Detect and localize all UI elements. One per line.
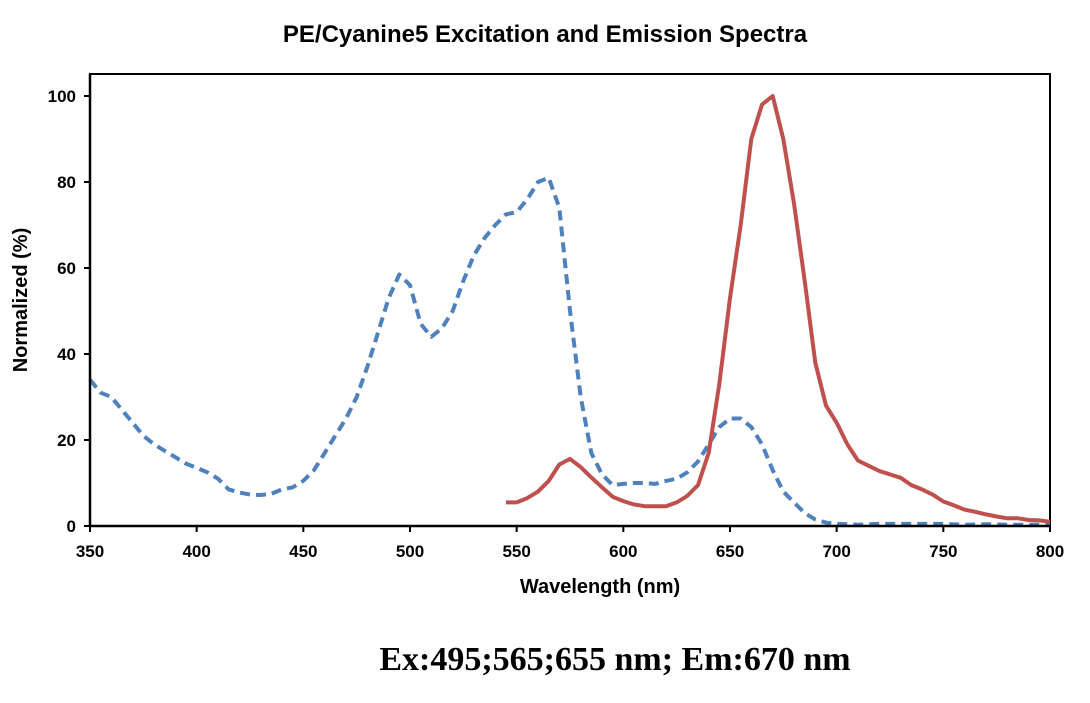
x-tick-label: 750 (929, 542, 957, 561)
series-excitation-line (88, 175, 1050, 527)
y-tick-label: 20 (57, 431, 76, 450)
y-tick-label: 0 (67, 517, 76, 536)
chart-title: PE/Cyanine5 Excitation and Emission Spec… (283, 21, 808, 48)
x-tick-label: 400 (182, 542, 210, 561)
x-axis-label: Wavelength (nm) (520, 576, 680, 598)
spectra-annotation: Ex:495;565;655 nm; Em:670 nm (379, 641, 850, 678)
y-tick-label: 60 (57, 259, 76, 278)
y-tick-label: 100 (48, 87, 76, 106)
x-tick-label: 450 (289, 542, 317, 561)
axis-layer: 350 400 450 500 550 600 650 700 750 800 0 20 40 60 80 1… (48, 74, 1064, 561)
x-tick-label: 600 (609, 542, 637, 561)
x-tick-label: 650 (716, 542, 744, 561)
x-tick-label: 700 (822, 542, 850, 561)
series-layer (88, 94, 1051, 527)
y-axis-label: Normalized (%) (10, 228, 32, 372)
x-tick-label: 350 (76, 542, 104, 561)
series-emission-line (506, 94, 1051, 524)
x-tick-label: 500 (396, 542, 424, 561)
y-tick-label: 80 (57, 173, 76, 192)
x-tick-label: 800 (1036, 542, 1064, 561)
x-tick-label: 550 (502, 542, 530, 561)
y-tick-label: 40 (57, 345, 76, 364)
